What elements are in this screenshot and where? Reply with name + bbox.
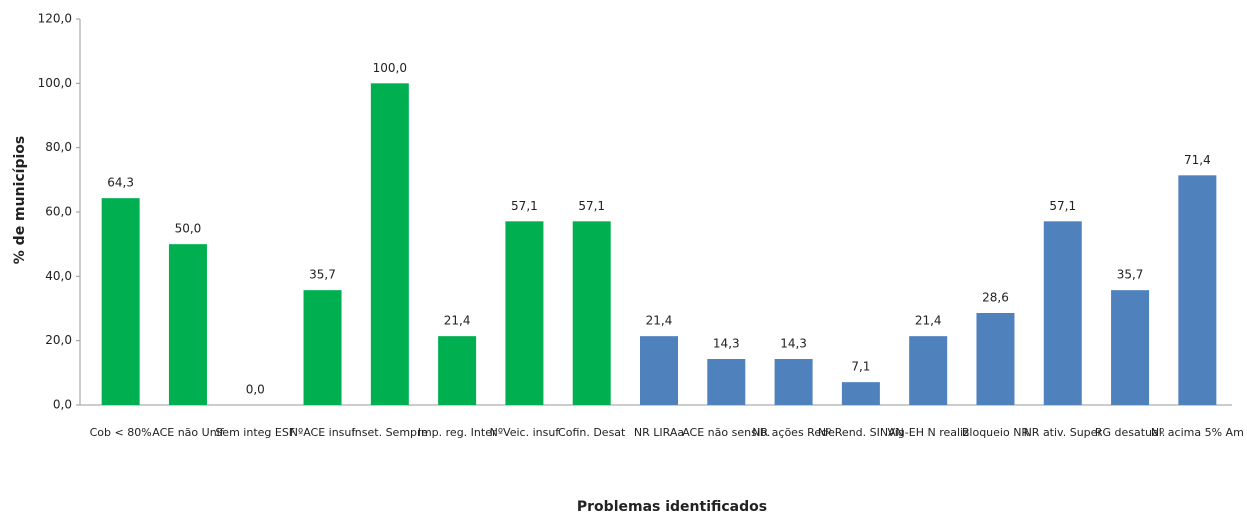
bar	[909, 336, 948, 405]
x-tick-label: ACE não Unif	[152, 426, 224, 439]
bar	[505, 221, 544, 405]
x-tick-label: NR ações Rede	[752, 426, 835, 439]
value-label: 35,7	[1117, 268, 1144, 282]
y-tick-label: 100,0	[38, 76, 72, 90]
x-tick-label: Cob < 80%	[90, 426, 152, 439]
value-label: 7,1	[851, 360, 870, 374]
x-tick-label: Nº acima 5% Am	[1151, 426, 1244, 439]
bar	[841, 382, 880, 405]
x-tick-label: Bloqueio NR	[962, 426, 1030, 439]
value-label: 71,4	[1184, 153, 1211, 167]
bar	[1111, 290, 1150, 405]
bar	[101, 198, 140, 405]
bar	[774, 359, 813, 405]
bar	[168, 244, 207, 405]
x-tick-label: Nº Rend. SINAN	[818, 426, 904, 439]
bar	[370, 83, 409, 405]
y-tick-label: 120,0	[38, 12, 72, 26]
bar	[976, 313, 1015, 405]
value-label: 50,0	[175, 222, 202, 236]
value-label: 35,7	[309, 268, 336, 282]
value-label: 100,0	[373, 61, 407, 75]
bar	[640, 336, 678, 405]
x-tick-label: ACE não sensib.	[682, 426, 770, 439]
y-tick-label: 40,0	[45, 269, 72, 283]
x-tick-label: NºACE insuf	[290, 426, 357, 439]
x-tick-label: Imp. reg. Inter	[418, 426, 497, 439]
value-label: 14,3	[780, 337, 807, 351]
x-tick-label: Sem integ ESF	[215, 426, 295, 439]
x-axis-label: Problemas identificados	[577, 499, 767, 515]
value-label: 28,6	[982, 291, 1009, 305]
value-label: 57,1	[511, 199, 538, 213]
value-label: 64,3	[107, 176, 134, 190]
value-label: 14,3	[713, 337, 740, 351]
bar	[303, 290, 342, 405]
y-axis-label: % de municípios	[12, 136, 28, 264]
x-tick-label: NR LIRAa	[634, 426, 684, 439]
y-tick-label: 20,0	[45, 333, 72, 347]
x-tick-label: NR ativ. Super	[1024, 426, 1103, 439]
value-label: 57,1	[1049, 199, 1076, 213]
bar	[707, 359, 746, 405]
bar	[1178, 175, 1217, 405]
value-label: 0,0	[246, 383, 265, 397]
bar	[572, 221, 611, 405]
bar	[1043, 221, 1082, 405]
x-tick-label: NºVeic. insuf	[490, 426, 561, 439]
value-label: 21,4	[646, 314, 673, 328]
bar	[438, 336, 477, 405]
x-tick-label: Cofin. Desat	[558, 426, 626, 439]
x-tick-label: RG desatual.	[1095, 426, 1165, 439]
x-tick-label: Inset. Sempre	[352, 426, 429, 439]
x-tick-label: Vig-EH N realiz	[887, 426, 969, 439]
value-label: 21,4	[444, 314, 471, 328]
value-label: 57,1	[578, 199, 605, 213]
y-tick-label: 0,0	[53, 398, 72, 412]
y-tick-label: 80,0	[45, 140, 72, 154]
y-tick-label: 60,0	[45, 205, 72, 219]
value-label: 21,4	[915, 314, 942, 328]
